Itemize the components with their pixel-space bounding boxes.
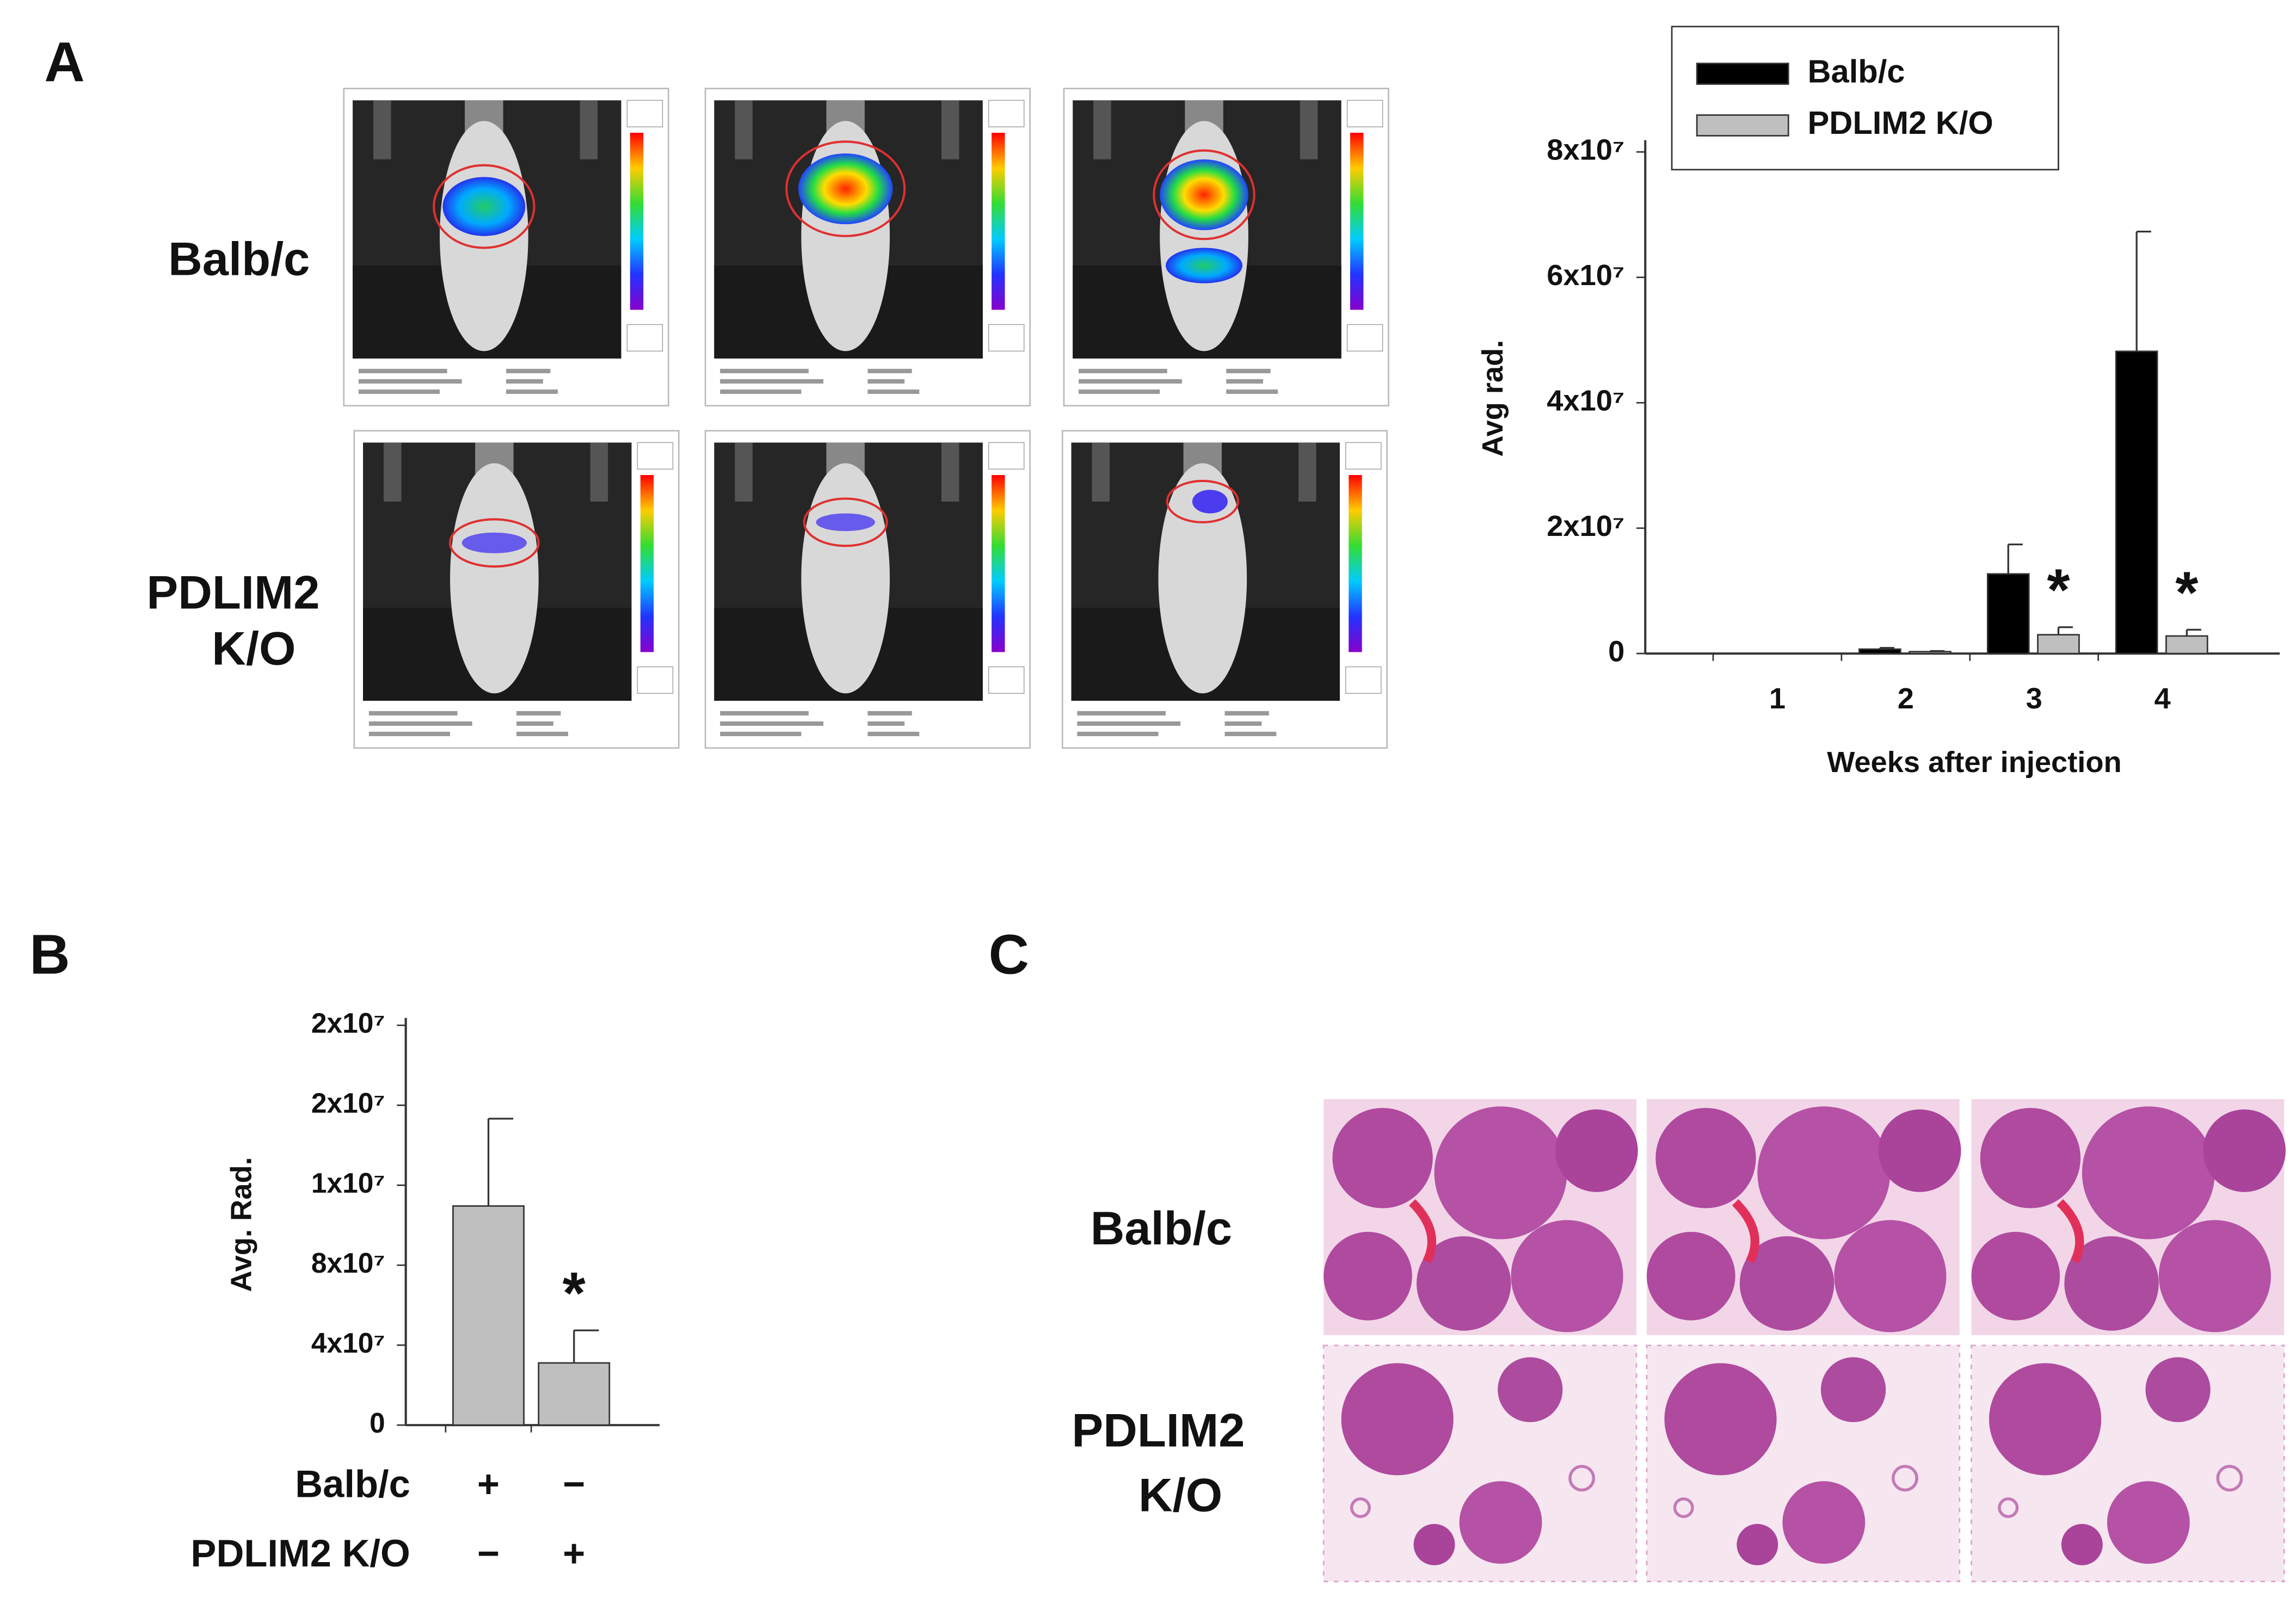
y-tick-label: 6x10⁷: [1547, 259, 1624, 292]
significance-marker: *: [2047, 557, 2070, 623]
y-tick-label: 8x10⁷: [1547, 134, 1624, 166]
y-tick-label: 0: [1608, 635, 1624, 668]
bar: [1986, 573, 2030, 655]
legend-box: [1671, 26, 2059, 171]
condition-label: Balb/c: [295, 1463, 410, 1506]
condition-value: −: [563, 1463, 585, 1506]
significance-marker: *: [2175, 559, 2199, 625]
signal: [1166, 248, 1243, 283]
histology-tile: [1971, 1346, 2284, 1582]
panel-label: A: [44, 30, 84, 93]
legend-swatch: [1696, 114, 1789, 137]
y-tick-label: 4x10⁷: [1547, 385, 1624, 417]
significance-marker: *: [563, 1260, 586, 1326]
histology-tile: [1647, 1346, 1960, 1582]
imaging-tile: [343, 88, 669, 406]
y-tick-label: 2x10⁷: [1547, 510, 1624, 542]
y-axis-label: Avg. Rad.: [225, 1157, 258, 1292]
row-label: PDLIM2: [146, 566, 319, 619]
roi: [1153, 149, 1255, 240]
y-tick-label: 1x10⁷: [311, 1167, 385, 1199]
y-axis-label: Avg rad.: [1476, 340, 1509, 457]
row-label: K/O: [1138, 1469, 1222, 1522]
bar: [1858, 648, 1901, 655]
signal: [1160, 159, 1248, 230]
panel-label: B: [29, 923, 70, 986]
signal: [461, 532, 527, 553]
roi: [785, 140, 906, 237]
y-tick-label: 8x10⁷: [311, 1247, 385, 1279]
y-tick-label: 2x10⁷: [311, 1087, 385, 1119]
row-label: PDLIM2: [1072, 1404, 1245, 1457]
imaging-tile: [704, 430, 1031, 749]
y-tick-label: 2x10⁷: [311, 1007, 385, 1039]
histology-tile: [1324, 1346, 1636, 1582]
panel-label: C: [989, 923, 1029, 986]
roi: [1166, 479, 1239, 523]
x-tick-label: 2: [1898, 682, 1914, 715]
histology-tile: [1971, 1099, 2286, 1335]
y-tick-label: 0: [370, 1407, 385, 1439]
histology-tile: [1647, 1099, 1961, 1335]
row-label: Balb/c: [1091, 1202, 1232, 1255]
condition-value: −: [477, 1532, 500, 1575]
x-tick-label: 3: [2026, 682, 2042, 715]
bar: [1909, 651, 1952, 655]
condition-value: +: [563, 1532, 585, 1575]
roi: [433, 164, 535, 249]
signal: [442, 177, 526, 236]
histology-tile: [1324, 1099, 1638, 1335]
signal: [816, 513, 875, 532]
imaging-tile: [704, 88, 1031, 406]
legend-swatch: [1696, 63, 1789, 85]
legend-label: PDLIM2 K/O: [1808, 104, 1993, 141]
imaging-row: [343, 88, 1389, 406]
row-label: Balb/c: [168, 233, 310, 286]
condition-label: PDLIM2 K/O: [190, 1532, 410, 1575]
condition-value: +: [477, 1463, 500, 1506]
bar: [2037, 634, 2080, 655]
bar: [2165, 635, 2208, 655]
roi: [803, 497, 888, 547]
bar: [452, 1205, 525, 1426]
imaging-row: [353, 430, 1388, 749]
bar: [2115, 350, 2158, 655]
signal: [1192, 490, 1228, 514]
imaging-tile: [353, 430, 680, 749]
x-tick-label: 1: [1769, 682, 1786, 715]
roi: [448, 518, 540, 568]
x-tick-label: 4: [2155, 682, 2171, 715]
x-axis-label: Weeks after injection: [1827, 746, 2121, 779]
row-label: K/O: [212, 622, 296, 675]
signal: [798, 153, 893, 225]
imaging-tile: [1063, 88, 1389, 406]
bar: [538, 1362, 611, 1426]
y-tick-label: 4x10⁷: [311, 1327, 385, 1359]
imaging-tile: [1061, 430, 1388, 749]
legend-label: Balb/c: [1808, 53, 1905, 89]
